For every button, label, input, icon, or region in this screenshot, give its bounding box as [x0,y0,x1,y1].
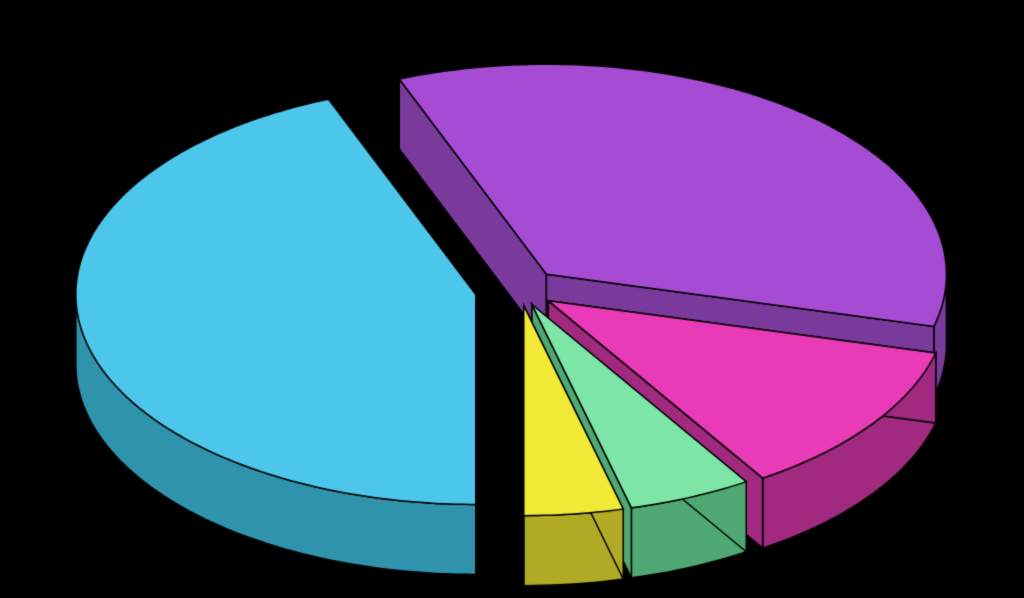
pie-3d-chart [0,0,1024,598]
